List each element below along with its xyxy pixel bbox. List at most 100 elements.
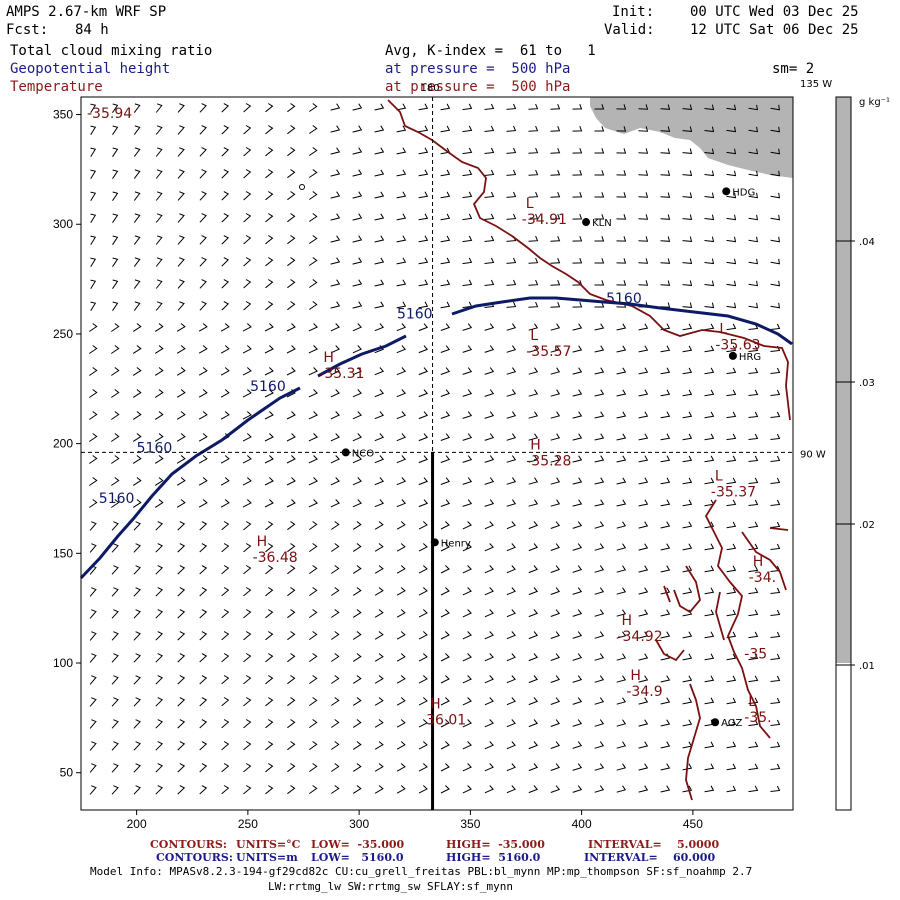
temperature-value-label: -35.31 <box>319 366 364 382</box>
temperature-value-label: -36.48 <box>253 550 298 566</box>
temp-contours-label: CONTOURS: <box>150 838 227 851</box>
colorbar-label: .04 <box>859 237 875 248</box>
station-label: Henry <box>441 538 471 549</box>
temperature-contour-line <box>769 527 789 531</box>
meridian-label: 90 W <box>800 449 826 460</box>
colorbar-fill <box>836 97 851 663</box>
station-marker-hollow <box>299 184 305 190</box>
station-marker <box>711 718 720 727</box>
y-tick-label: 150 <box>53 546 73 560</box>
station-marker <box>582 218 591 227</box>
height-contour-line <box>451 296 793 346</box>
temperature-contours <box>387 99 791 801</box>
init-label: Init: <box>612 4 655 20</box>
temperature-value-label: 36.01 <box>426 712 466 728</box>
y-tick-label: 250 <box>53 327 73 341</box>
colorbar-border <box>835 96 852 811</box>
wind-barbs <box>89 103 781 795</box>
pressure-center-marker: H <box>753 554 764 570</box>
model-title: AMPS 2.67-km WRF SP <box>6 4 167 20</box>
temperature-value-label: -35 <box>744 647 767 663</box>
temp-units: UNITS=°C <box>236 838 301 851</box>
height-low: LOW= 5160.0 <box>311 851 404 864</box>
field-temperature: Temperature <box>10 79 103 95</box>
y-tick-label: 300 <box>53 217 73 231</box>
meridian-label: 135 W <box>800 79 832 90</box>
x-tick-label: 450 <box>683 817 703 831</box>
temperature-contour-line <box>741 531 787 591</box>
y-tick-label: 200 <box>53 437 73 451</box>
cloud-region <box>590 97 793 178</box>
forecast-hour: 84 h <box>75 22 109 38</box>
axes: 200 250 300 350 400 450 50 100 150 200 250 300 350 <box>53 108 703 831</box>
station-label: AGZ <box>721 718 742 729</box>
temperature-contour-line <box>704 499 771 739</box>
height-units: UNITS=m <box>236 851 298 864</box>
temperature-value-label: -35. <box>744 710 771 726</box>
temperature-value-label: -34. <box>749 570 776 586</box>
station-marker <box>341 448 350 457</box>
temperature-value-label: -35.63 <box>715 337 760 353</box>
station-label: KLN <box>592 218 612 229</box>
height-contour-label: 5160 <box>397 307 433 323</box>
temperature-value-label: -34.91 <box>522 212 567 228</box>
temperature-contour-line <box>655 639 685 662</box>
map-labels: 180 135 W 90 W 5160 5160 5160 5160 5160 L -34.91 H… <box>87 79 832 729</box>
meridian-label: 180 <box>421 83 440 94</box>
colorbar: .04 .03 .02 .01 g kg⁻¹ <box>835 96 890 811</box>
guide-lines <box>81 97 793 810</box>
pressure-center-marker: H <box>430 696 441 712</box>
model-info: Model Info: MPASv8.2.3-194-gf29cd82c CU:… <box>90 865 753 878</box>
model-info-physics: LW:rrtmg_lw SW:rrtmg_sw SFLAY:sf_mynn <box>268 880 514 893</box>
pressure-center-marker: L <box>748 694 756 710</box>
plot-frame <box>80 96 794 811</box>
pressure-temperature: at pressure = 500 hPa <box>385 79 571 95</box>
temperature-value-label: -35.28 <box>526 454 571 470</box>
temp-interval: INTERVAL= 5.0000 <box>588 838 720 851</box>
temp-high: HIGH= -35.000 <box>446 838 545 851</box>
pressure-center-marker: L <box>530 328 538 344</box>
temperature-contour-line <box>387 99 791 421</box>
cloud-fill-layer <box>590 97 793 178</box>
y-tick-label: 50 <box>60 766 74 780</box>
x-tick-label: 250 <box>238 817 258 831</box>
height-interval: INTERVAL= 60.000 <box>584 851 716 864</box>
height-contour-label: 5160 <box>250 379 286 395</box>
avg-k-index: Avg, K-index = 61 to 1 <box>385 43 596 59</box>
x-tick-label: 350 <box>460 817 480 831</box>
valid-label: Valid: <box>604 22 655 38</box>
pressure-center-marker: H <box>630 668 641 684</box>
pressure-center-marker: H <box>323 350 334 366</box>
height-contour-label: 5160 <box>137 440 173 456</box>
height-contour-label: 5160 <box>99 491 135 507</box>
station-marker <box>728 351 737 360</box>
temperature-contour-line <box>673 565 701 614</box>
valid-time: 12 UTC Sat 06 Dec 25 <box>690 22 859 38</box>
x-tick-label: 300 <box>349 817 369 831</box>
height-high: HIGH= 5160.0 <box>446 851 541 864</box>
station-label: HDG <box>732 187 755 198</box>
pressure-center-marker: L <box>719 321 727 337</box>
height-contours <box>79 296 793 580</box>
pressure-height: at pressure = 500 hPa <box>385 61 571 77</box>
field-height: Geopotential height <box>10 61 171 77</box>
corner-temperature-label: -35.94 <box>87 106 132 122</box>
pressure-center-marker: L <box>715 468 723 484</box>
temperature-value-label: -34.9 <box>626 684 662 700</box>
y-tick-label: 350 <box>53 108 73 122</box>
pressure-center-marker: H <box>257 534 268 550</box>
forecast-label: Fcst: <box>6 22 49 38</box>
x-tick-label: 400 <box>572 817 592 831</box>
smoothing: sm= 2 <box>772 61 815 77</box>
temperature-value-label: -35.37 <box>711 484 756 500</box>
height-contour-line <box>317 334 407 378</box>
height-contour-line <box>79 386 301 580</box>
station-marker <box>722 187 731 196</box>
temperature-contour-line <box>685 683 701 801</box>
height-contour-label: 5160 <box>606 291 642 307</box>
pressure-center-marker: H <box>621 613 632 629</box>
colorbar-label: .02 <box>859 520 875 531</box>
temperature-contour-line <box>715 591 725 641</box>
pressure-center-marker: H <box>530 438 541 454</box>
